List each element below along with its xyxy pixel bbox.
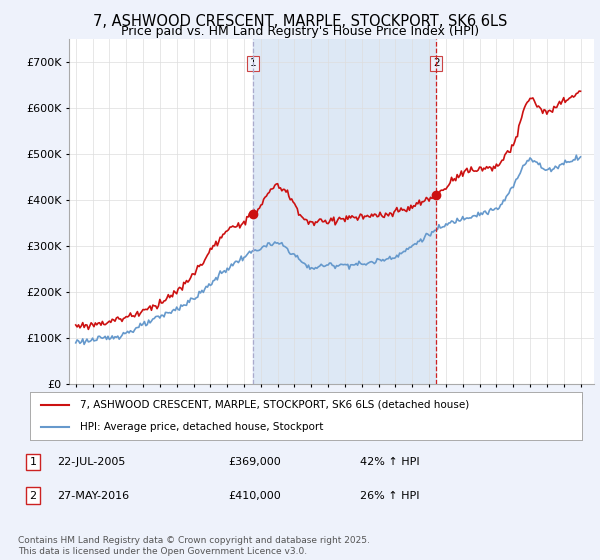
Text: 27-MAY-2016: 27-MAY-2016 <box>57 491 129 501</box>
Text: Price paid vs. HM Land Registry's House Price Index (HPI): Price paid vs. HM Land Registry's House … <box>121 25 479 38</box>
Text: Contains HM Land Registry data © Crown copyright and database right 2025.
This d: Contains HM Land Registry data © Crown c… <box>18 536 370 556</box>
Text: 7, ASHWOOD CRESCENT, MARPLE, STOCKPORT, SK6 6LS: 7, ASHWOOD CRESCENT, MARPLE, STOCKPORT, … <box>93 14 507 29</box>
Text: 42% ↑ HPI: 42% ↑ HPI <box>360 457 419 467</box>
Bar <box>253 39 436 384</box>
Text: 22-JUL-2005: 22-JUL-2005 <box>57 457 125 467</box>
Text: 7, ASHWOOD CRESCENT, MARPLE, STOCKPORT, SK6 6LS (detached house): 7, ASHWOOD CRESCENT, MARPLE, STOCKPORT, … <box>80 400 469 410</box>
Text: 1: 1 <box>250 58 257 68</box>
Text: 2: 2 <box>29 491 37 501</box>
Text: 1: 1 <box>29 457 37 467</box>
Text: HPI: Average price, detached house, Stockport: HPI: Average price, detached house, Stoc… <box>80 422 323 432</box>
Text: 2: 2 <box>433 58 439 68</box>
Text: 26% ↑ HPI: 26% ↑ HPI <box>360 491 419 501</box>
Text: £410,000: £410,000 <box>228 491 281 501</box>
Text: £369,000: £369,000 <box>228 457 281 467</box>
